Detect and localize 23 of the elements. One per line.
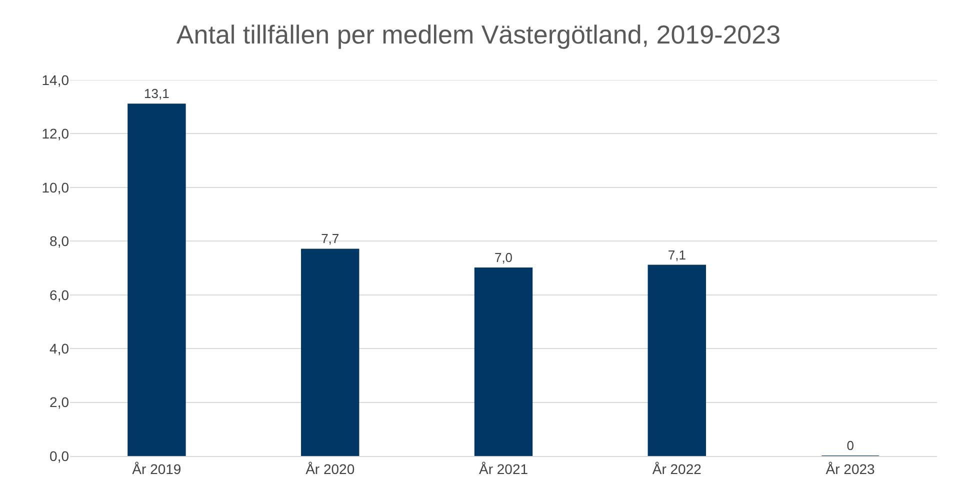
y-tick-label: 12,0 bbox=[42, 126, 70, 142]
chart-title: Antal tillfällen per medlem Västergötland, 2019-2023 bbox=[176, 19, 781, 50]
bar bbox=[474, 268, 533, 456]
y-tick-label: 0,0 bbox=[50, 448, 70, 464]
bar bbox=[128, 104, 186, 456]
y-tick-label: 6,0 bbox=[50, 286, 70, 303]
y-tick-label: 2,0 bbox=[50, 394, 70, 410]
data-label: 7,1 bbox=[668, 247, 686, 262]
y-tick-label: 8,0 bbox=[50, 233, 70, 250]
data-label: 7,7 bbox=[321, 231, 340, 246]
x-tick-label: År 2020 bbox=[306, 460, 355, 477]
bar bbox=[300, 248, 360, 456]
x-tick-label: År 2022 bbox=[652, 460, 702, 477]
data-label: 7,0 bbox=[494, 250, 513, 265]
x-tick-label: År 2019 bbox=[132, 460, 182, 477]
y-tick-label: 4,0 bbox=[50, 340, 70, 356]
x-tick-label: År 2023 bbox=[826, 460, 876, 477]
data-label: 0 bbox=[846, 438, 854, 453]
y-tick-label: 14,0 bbox=[42, 72, 70, 88]
bar bbox=[648, 264, 706, 456]
x-tick-label: År 2021 bbox=[478, 460, 528, 477]
y-tick-label: 10,0 bbox=[42, 179, 70, 196]
data-label: 13,1 bbox=[144, 86, 170, 102]
